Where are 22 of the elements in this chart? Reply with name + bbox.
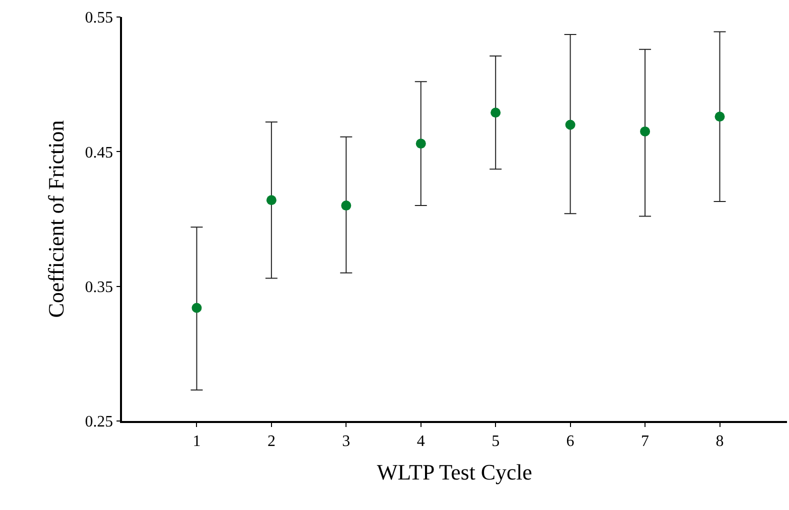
x-axis-title: WLTP Test Cycle [376, 459, 532, 484]
point [490, 108, 501, 118]
x-tick-label: 6 [566, 432, 574, 450]
point [565, 120, 576, 130]
point [266, 195, 276, 206]
point [192, 302, 202, 313]
x-tick-label: 1 [192, 432, 201, 450]
point [640, 126, 650, 136]
point [714, 112, 725, 122]
y-tick-label: 0.45 [85, 144, 114, 162]
point [341, 200, 352, 211]
x-tick-label: 4 [416, 432, 425, 450]
y-axis-title: Coefficient of Friction [43, 120, 68, 318]
y-tick-label: 0.25 [85, 414, 114, 431]
x-tick-label: 5 [492, 432, 500, 450]
y-tick-label: 0.55 [85, 10, 114, 27]
x-tick-label: 2 [267, 432, 276, 450]
y-tick-label: 0.35 [85, 278, 114, 296]
x-tick-label: 7 [641, 432, 650, 450]
x-tick-label: 3 [342, 432, 350, 450]
point [416, 138, 426, 149]
x-tick-label: 8 [716, 432, 724, 450]
